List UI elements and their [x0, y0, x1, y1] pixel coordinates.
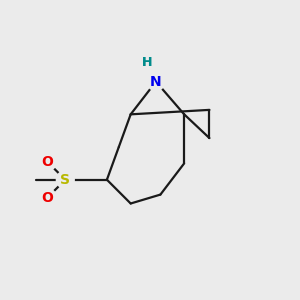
Circle shape	[56, 171, 74, 189]
Text: N: N	[150, 75, 162, 88]
Text: H: H	[142, 56, 152, 69]
Circle shape	[38, 189, 56, 206]
Text: H: H	[142, 56, 152, 69]
Circle shape	[38, 153, 56, 171]
Circle shape	[147, 73, 165, 91]
Text: O: O	[41, 155, 53, 169]
Text: S: S	[60, 173, 70, 187]
Text: O: O	[41, 190, 53, 205]
